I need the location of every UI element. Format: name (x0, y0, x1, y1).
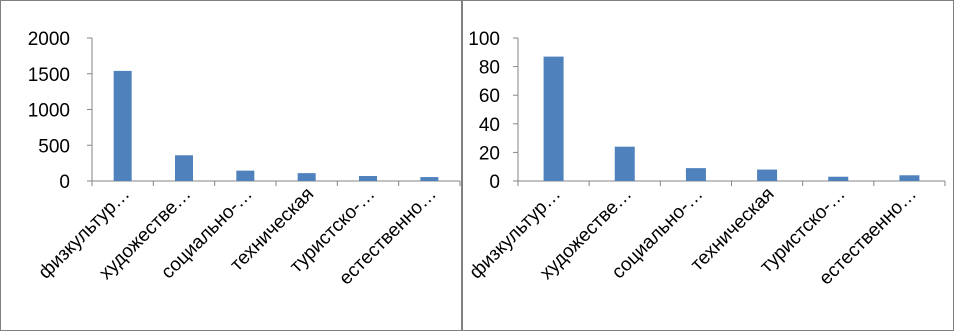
bar (175, 155, 193, 181)
y-tick-label: 2000 (28, 29, 70, 50)
y-tick-label: 80 (479, 58, 500, 79)
y-tick-label: 20 (479, 143, 500, 164)
bar (685, 168, 706, 181)
bar (297, 173, 316, 181)
bar (113, 70, 132, 181)
y-tick-label: 0 (59, 172, 70, 193)
y-tick-label: 100 (468, 29, 500, 50)
bar (614, 146, 635, 181)
bar (236, 170, 255, 181)
bar (543, 56, 564, 182)
y-tick-label: 40 (479, 115, 500, 136)
y-tick-label: 1000 (28, 101, 70, 122)
bar (757, 169, 778, 181)
bar (828, 176, 849, 181)
y-tick-label: 60 (479, 86, 500, 107)
y-tick-label: 1500 (28, 65, 70, 86)
bar (359, 175, 377, 181)
bar (899, 175, 920, 181)
bar (420, 177, 439, 181)
y-tick-label: 0 (489, 172, 500, 193)
y-tick-label: 500 (38, 136, 70, 157)
